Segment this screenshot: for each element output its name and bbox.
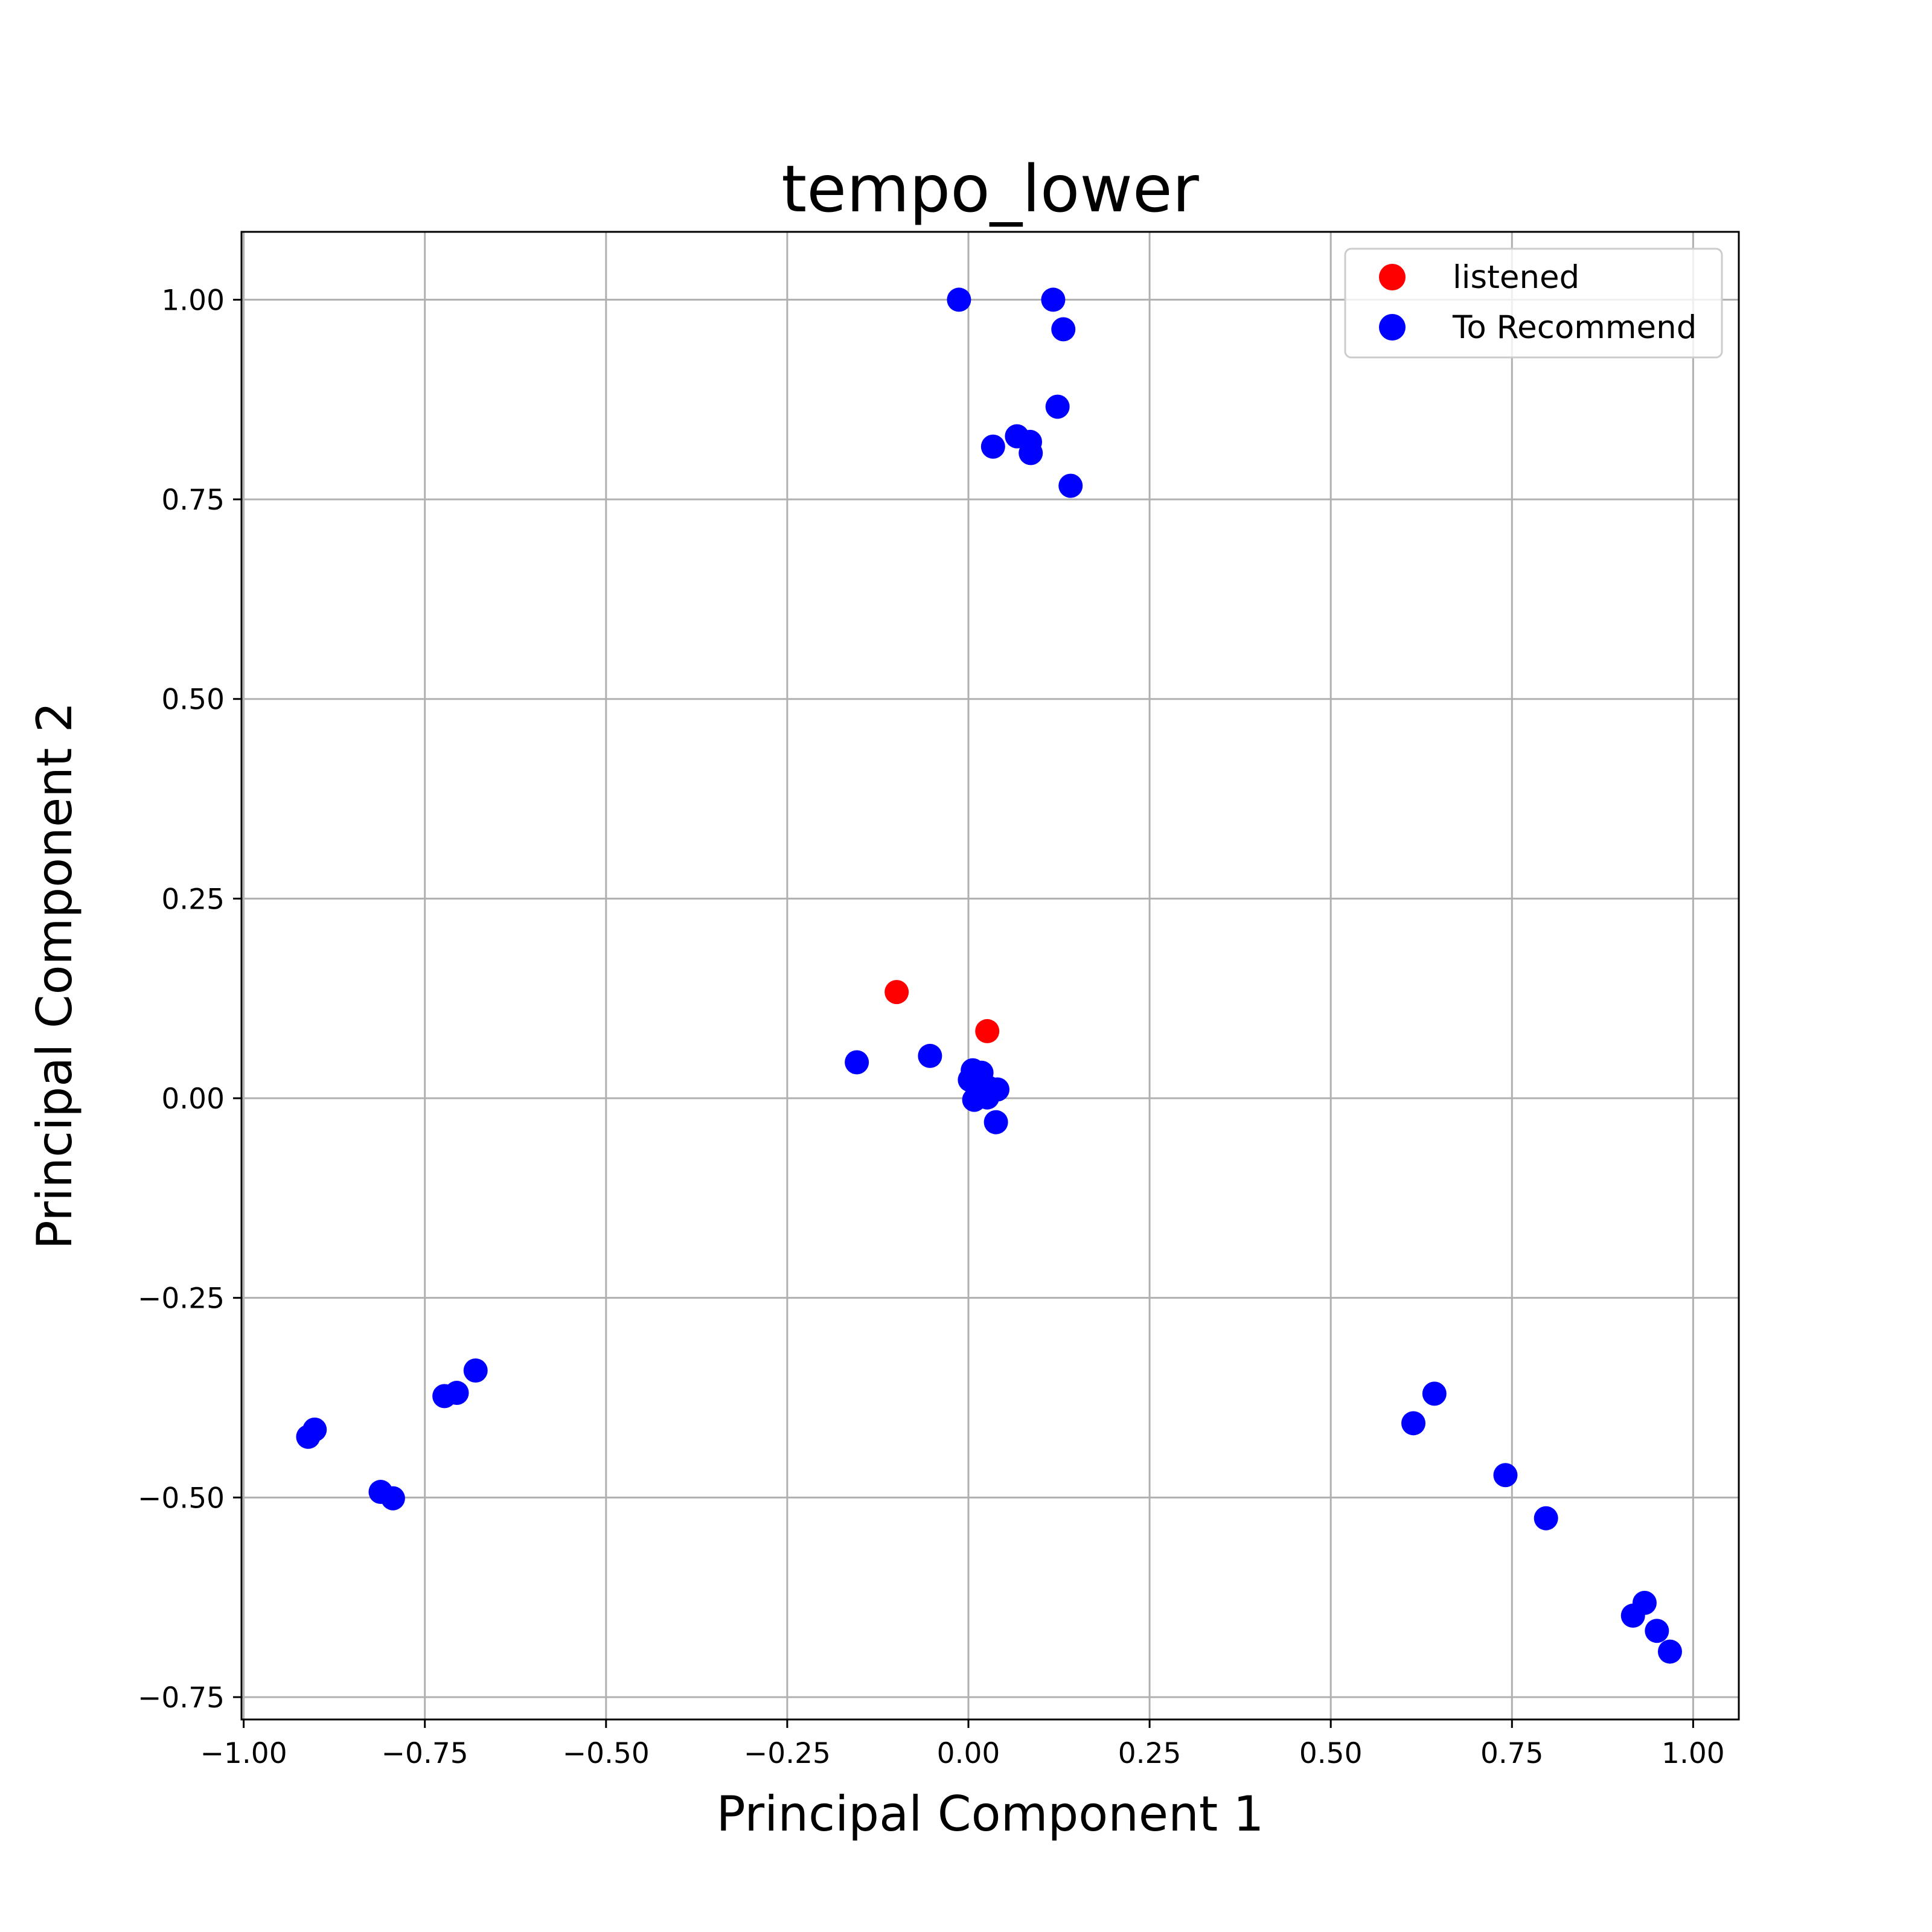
y-tick-label: 1.00 [161,284,225,317]
y-tick-label: 0.75 [161,484,225,517]
x-tick-label: 0.75 [1480,1737,1544,1770]
point-to-recommend [1401,1411,1426,1436]
x-tick-label: 0.00 [937,1737,1000,1770]
y-tick-label: −0.50 [138,1482,225,1515]
point-to-recommend [1493,1463,1518,1488]
x-tick-label: −0.75 [382,1737,469,1770]
legend: listened To Recommend [1344,248,1723,359]
x-axis-label: Principal Component 1 [716,1786,1264,1842]
point-to-recommend [1657,1639,1682,1664]
x-tick-label: 0.25 [1118,1737,1182,1770]
x-tick-label: −1.00 [200,1737,287,1770]
x-tick-label: −0.50 [563,1737,650,1770]
point-to-recommend [1645,1619,1669,1643]
point-to-recommend [980,434,1005,459]
point-to-recommend [1534,1506,1558,1531]
point-to-recommend [1058,473,1083,498]
axis-ticks: −1.00 −0.75 −0.50 −0.25 0.00 0.25 0.50 0.75 1.00… [138,284,1725,1770]
point-to-recommend [984,1110,1008,1134]
point-listened [884,980,909,1005]
point-listened [975,1019,1000,1043]
y-tick-label: −0.25 [138,1282,225,1316]
x-tick-label: 1.00 [1662,1737,1725,1770]
point-to-recommend [463,1358,488,1383]
point-to-recommend [845,1050,869,1075]
legend-box [1344,248,1723,359]
x-tick-label: −0.25 [744,1737,831,1770]
y-tick-label: 0.50 [161,683,225,717]
point-to-recommend [1019,441,1043,465]
point-to-recommend [1620,1604,1645,1628]
point-to-recommend [1422,1381,1447,1406]
legend-label-listened: listened [1453,259,1579,296]
x-tick-label: 0.50 [1299,1737,1363,1770]
point-to-recommend [958,1067,982,1092]
y-axis-label: Principal Component 2 [27,702,83,1249]
chart-title: tempo_lower [781,152,1198,227]
point-to-recommend [918,1043,942,1068]
legend-marker-to-recommend [1379,314,1406,341]
point-to-recommend [975,1085,1000,1110]
y-tick-label: 0.25 [161,883,225,916]
point-to-recommend [1041,287,1066,312]
point-to-recommend [380,1486,405,1511]
point-to-recommend [296,1424,321,1449]
point-to-recommend [947,287,971,312]
point-to-recommend [432,1384,457,1409]
legend-label-to-recommend: To Recommend [1452,309,1697,346]
scatter-points [296,287,1682,1664]
point-to-recommend [1051,317,1076,342]
y-tick-label: 0.00 [161,1083,225,1116]
point-to-recommend [1045,394,1070,419]
plot-frame [240,231,1740,1721]
legend-marker-listened [1379,264,1406,290]
y-tick-label: −0.75 [138,1681,225,1715]
